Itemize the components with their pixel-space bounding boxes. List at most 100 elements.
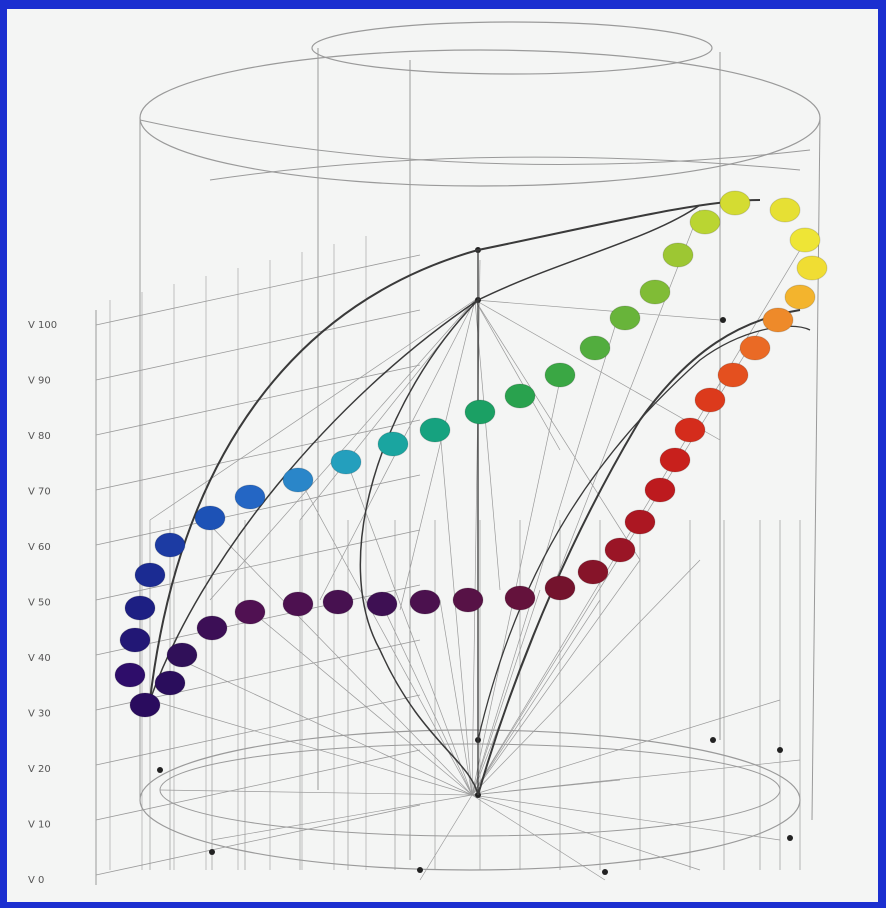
hue-dot <box>689 209 721 235</box>
radial-line-upper <box>209 299 476 601</box>
hue-dot <box>739 335 771 361</box>
node-point <box>417 867 423 873</box>
hue-dot <box>789 227 821 253</box>
hue-dot <box>282 467 314 493</box>
grid-line <box>95 749 421 821</box>
grid-line <box>95 804 421 876</box>
hue-dot <box>624 509 656 535</box>
hue-dot <box>769 197 801 223</box>
hue-dot <box>694 387 726 413</box>
hue-dot <box>282 591 314 617</box>
radial-line <box>471 779 621 796</box>
radial-line <box>471 794 606 881</box>
radial-line <box>471 599 601 796</box>
inner-top-ellipse <box>311 21 713 75</box>
right-arc <box>477 309 801 796</box>
outer-arc <box>149 199 761 701</box>
cylinder-base-ellipse <box>139 729 801 871</box>
hue-dot <box>577 559 609 585</box>
hue-dot <box>154 670 186 696</box>
hue-dots <box>114 190 828 718</box>
value-scale-label: V 30 <box>28 709 51 720</box>
value-scale-label: V 40 <box>28 653 51 664</box>
hue-dot <box>544 575 576 601</box>
value-scale-label: V 90 <box>28 376 51 387</box>
node-point <box>710 737 716 743</box>
cylinder-right-edge <box>811 117 821 821</box>
hue-dot <box>166 642 198 668</box>
value-scale-label: V 70 <box>28 487 51 498</box>
hue-dot <box>639 279 671 305</box>
hue-dot <box>784 284 816 310</box>
radial-line-upper <box>474 299 561 451</box>
hue-dot <box>124 595 156 621</box>
hue-dot <box>544 362 576 388</box>
hue-dot <box>504 585 536 611</box>
radial-line <box>471 699 781 796</box>
radial-line <box>471 794 781 841</box>
hue-dot <box>644 477 676 503</box>
radial-line <box>159 789 473 796</box>
hue-dot <box>234 484 266 510</box>
radial-line-upper <box>474 299 501 591</box>
hue-dot <box>366 591 398 617</box>
hue-dot <box>504 383 536 409</box>
grid-line <box>95 254 421 326</box>
hue-dot <box>762 307 794 333</box>
radial-line <box>211 794 473 841</box>
value-scale-label: V 10 <box>28 820 51 831</box>
value-scale-label: V 20 <box>28 764 51 775</box>
radial-line-upper <box>474 299 721 441</box>
hue-dot <box>662 242 694 268</box>
hue-dot <box>234 599 266 625</box>
radial-line <box>349 469 473 796</box>
node-point <box>602 869 608 875</box>
hue-dot <box>377 431 409 457</box>
hue-dot <box>194 505 226 531</box>
radial-line <box>379 599 473 796</box>
hue-dot <box>796 255 828 281</box>
hue-dot <box>717 362 749 388</box>
hue-dot <box>322 589 354 615</box>
center-lobe <box>359 299 479 796</box>
radial-line-upper <box>399 299 476 611</box>
hue-dot <box>330 449 362 475</box>
hue-dot <box>674 417 706 443</box>
radial-line <box>419 794 473 881</box>
cylinder-top-ellipse <box>139 49 821 187</box>
grid-line <box>95 309 421 381</box>
radial-line <box>169 654 473 796</box>
hue-dot <box>114 662 146 688</box>
value-scale-label: V 50 <box>28 598 51 609</box>
hue-dot <box>129 692 161 718</box>
top-sweep-line <box>209 156 801 181</box>
hue-dot <box>464 399 496 425</box>
radial-line <box>471 559 641 796</box>
radial-line-upper <box>149 299 476 521</box>
node-point <box>209 849 215 855</box>
hue-dot <box>452 587 484 613</box>
hue-dot <box>659 447 691 473</box>
value-scale: V 100 V 90 V 80 V 70 V 60 V 50 V 40 V 30 V 20 V 1… <box>28 320 57 886</box>
radial-line <box>439 429 473 796</box>
top-sweep-line-2 <box>139 119 811 166</box>
hue-dot <box>719 190 751 216</box>
value-scale-label: V 0 <box>28 875 44 886</box>
radial-line <box>249 609 473 796</box>
diagram-structure <box>95 21 821 885</box>
radial-line <box>471 794 701 871</box>
value-scale-label: V 100 <box>28 320 57 331</box>
radial-line <box>299 479 473 796</box>
inner-arc <box>149 204 701 701</box>
node-point <box>787 835 793 841</box>
radial-line <box>471 589 541 796</box>
radial-line <box>149 699 473 796</box>
hue-dot <box>609 305 641 331</box>
radial-line <box>204 519 473 796</box>
hue-dot <box>409 589 441 615</box>
radial-line <box>471 559 701 796</box>
node-point <box>777 747 783 753</box>
hue-dot <box>579 335 611 361</box>
radial-line-upper <box>474 299 641 561</box>
